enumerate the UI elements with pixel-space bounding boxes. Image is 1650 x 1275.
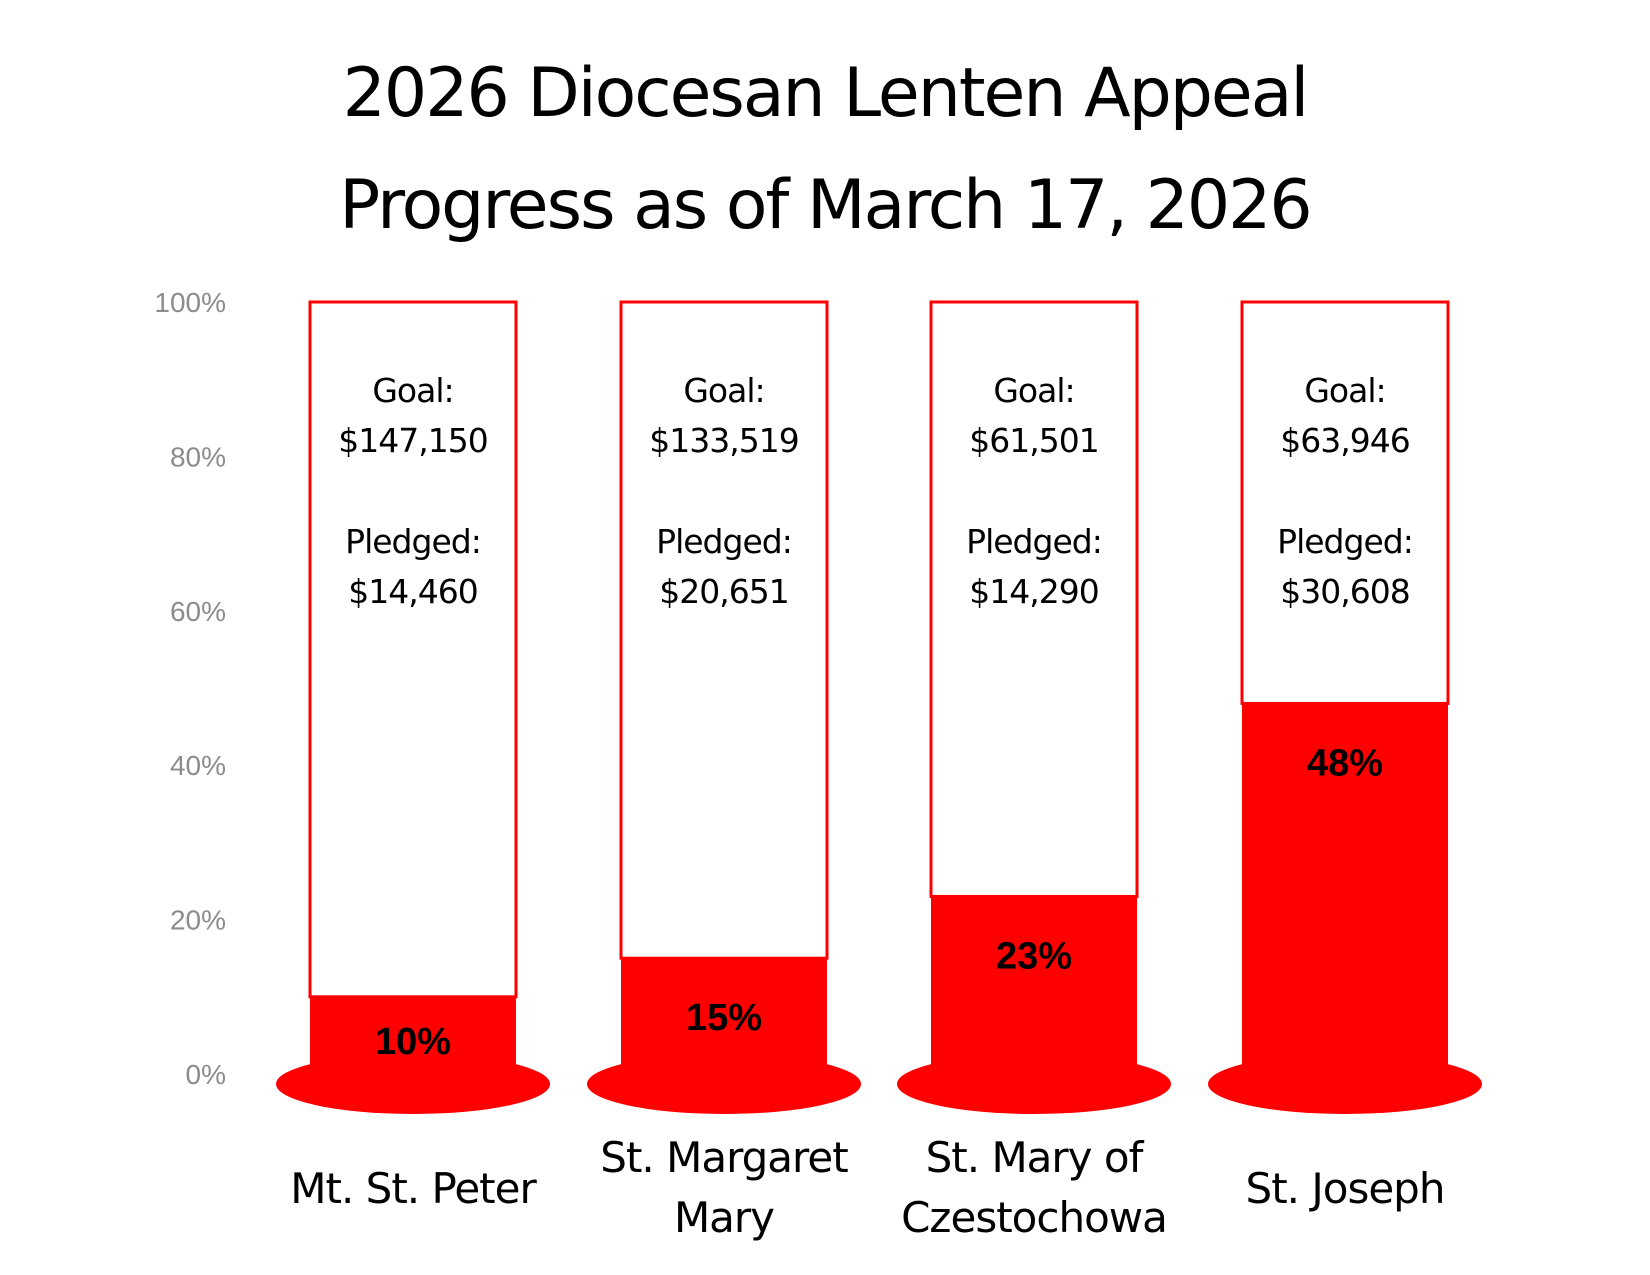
thermometer-outline (1240, 300, 1450, 705)
pledged-label: Pledged: (345, 522, 481, 561)
y-tick-label: 60% (170, 596, 226, 627)
y-tick-label: 80% (170, 441, 226, 472)
thermometer-base (587, 1054, 861, 1114)
category-label: St. Margaret (600, 1133, 848, 1182)
percent-data-label: 48% (1307, 742, 1383, 784)
goal-label: Goal: (993, 371, 1074, 410)
category-label: St. Mary of (926, 1133, 1145, 1182)
y-tick-label: 100% (154, 287, 226, 318)
chart-title: 2026 Diocesan Lenten Appeal Progress as … (0, 38, 1650, 262)
y-tick-label: 0% (186, 1059, 226, 1090)
goal-label: Goal: (1304, 371, 1385, 410)
goal-amount: $133,519 (649, 421, 798, 460)
goal-amount: $147,150 (338, 421, 487, 460)
y-tick-label: 20% (170, 905, 226, 936)
progress-bar (931, 896, 1137, 1074)
pledged-amount: $14,460 (348, 572, 477, 611)
y-tick-label: 40% (170, 750, 226, 781)
percent-data-label: 10% (375, 1021, 451, 1063)
category-label: Czestochowa (901, 1193, 1167, 1242)
category-label: St. Joseph (1246, 1164, 1445, 1213)
thermometer-outline (929, 300, 1139, 898)
goal-label: Goal: (372, 371, 453, 410)
pledged-label: Pledged: (1277, 522, 1413, 561)
category-label: Mary (674, 1193, 774, 1242)
percent-data-label: 15% (686, 997, 762, 1039)
chart-title-line1: 2026 Diocesan Lenten Appeal (342, 54, 1310, 133)
goal-amount: $63,946 (1280, 421, 1409, 460)
category-label: Mt. St. Peter (290, 1164, 537, 1213)
chart-title-line2: Progress as of March 17, 2026 (339, 166, 1312, 245)
thermometer-base (276, 1054, 550, 1114)
goal-amount: $61,501 (969, 421, 1098, 460)
thermometer-base (897, 1054, 1171, 1114)
pledged-amount: $30,608 (1280, 572, 1409, 611)
thermometer-base (1208, 1054, 1482, 1114)
progress-bar (1242, 703, 1448, 1074)
pledged-amount: $20,651 (659, 572, 788, 611)
pledged-label: Pledged: (656, 522, 792, 561)
goal-label: Goal: (683, 371, 764, 410)
pledged-amount: $14,290 (969, 572, 1098, 611)
percent-data-label: 23% (996, 935, 1072, 977)
pledged-label: Pledged: (966, 522, 1102, 561)
